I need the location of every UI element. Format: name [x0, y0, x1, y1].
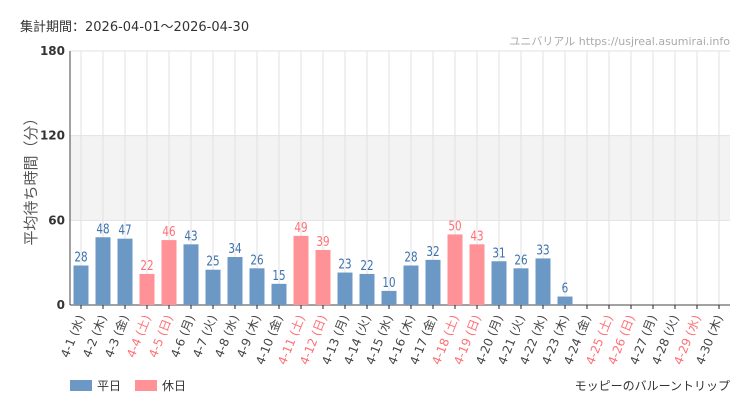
bar [315, 249, 331, 305]
bar [161, 240, 177, 305]
bar [205, 269, 221, 305]
legend-label-holiday: 休日 [162, 379, 186, 393]
data-label: 39 [316, 234, 329, 249]
grid-band [70, 135, 730, 221]
bar [337, 272, 353, 305]
bar [469, 244, 485, 305]
bar [403, 265, 419, 305]
data-label: 28 [404, 249, 417, 264]
legend-swatch-holiday [135, 380, 157, 391]
legend: 平日 休日 [70, 379, 186, 393]
data-label: 49 [294, 220, 307, 235]
bar [491, 261, 507, 305]
bar [557, 296, 573, 305]
period-label: 集計期間：2026-04-01〜2026-04-30 [20, 19, 249, 35]
data-label: 50 [448, 218, 461, 233]
data-label: 22 [140, 258, 153, 273]
data-label: 28 [74, 249, 87, 264]
legend-swatch-weekday [70, 380, 92, 391]
bar [359, 273, 375, 305]
attraction-name: モッピーのバルーントリップ [575, 379, 730, 393]
bar [95, 237, 111, 305]
y-tick-label: 180 [40, 44, 65, 58]
bar [293, 235, 309, 305]
data-label: 15 [272, 268, 285, 283]
data-label: 26 [250, 252, 263, 267]
site-credit: ユニバリアル https://usjreal.asumirai.info [509, 35, 730, 48]
data-label: 33 [536, 242, 549, 257]
data-label: 22 [360, 258, 373, 273]
bar [425, 259, 441, 305]
data-label: 43 [470, 228, 483, 243]
bar [535, 258, 551, 305]
data-label: 46 [162, 224, 175, 239]
y-tick-label: 120 [40, 129, 65, 143]
data-label: 23 [338, 256, 351, 271]
data-label: 25 [206, 254, 219, 269]
bar [117, 238, 133, 305]
bar [139, 273, 155, 305]
data-label: 6 [562, 280, 569, 295]
data-label: 26 [514, 252, 527, 267]
bar [73, 265, 89, 305]
data-label: 32 [426, 244, 439, 259]
bar [271, 283, 287, 305]
bar [227, 257, 243, 305]
y-axis-label: 平均待ち時間（分） [22, 110, 40, 245]
data-label: 10 [382, 275, 395, 290]
data-label: 48 [96, 221, 109, 236]
y-tick-label: 60 [48, 213, 65, 227]
bar [513, 268, 529, 305]
data-label: 31 [492, 245, 505, 260]
y-tick-label: 0 [57, 298, 65, 312]
legend-label-weekday: 平日 [97, 379, 121, 393]
data-label: 43 [184, 228, 197, 243]
data-label: 47 [118, 223, 131, 238]
bar [447, 234, 463, 305]
data-label: 34 [228, 241, 241, 256]
bar [381, 290, 397, 305]
bar [183, 244, 199, 305]
bar [249, 268, 265, 305]
